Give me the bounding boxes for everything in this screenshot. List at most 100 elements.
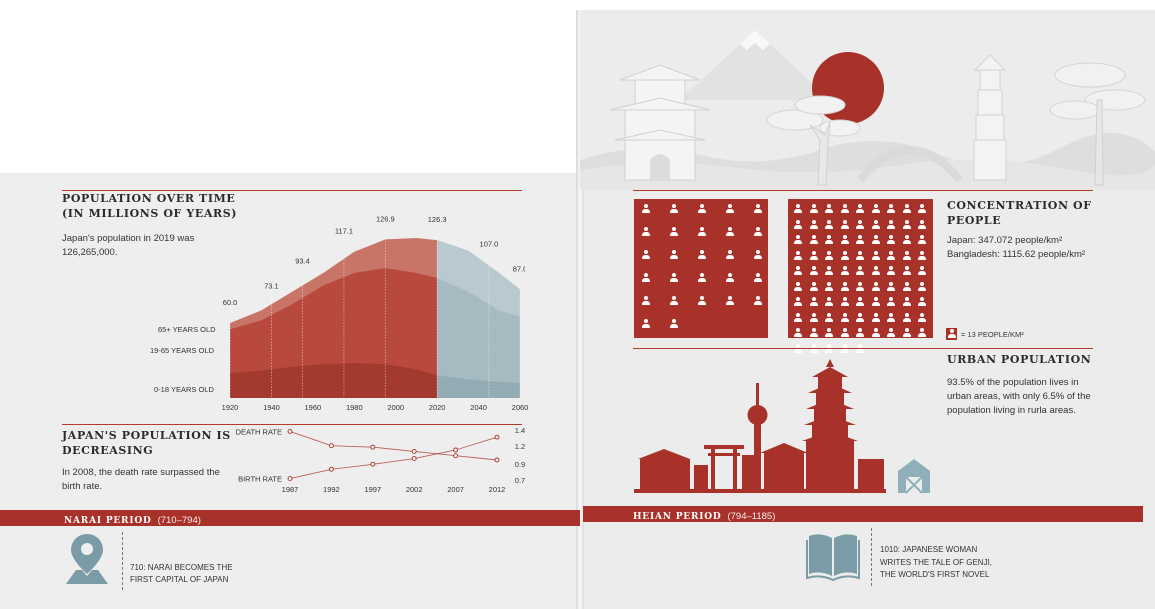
x-tick-label: 1980 xyxy=(346,403,363,412)
x-tick-label: 2060 xyxy=(512,403,529,412)
person-icon xyxy=(840,297,849,307)
x-tick-label: 2020 xyxy=(429,403,446,412)
bangladesh-density-grid xyxy=(788,199,933,353)
person-icon xyxy=(856,312,864,323)
population-top-rule xyxy=(62,190,522,191)
line-birth-rate xyxy=(289,436,498,480)
person-icon xyxy=(840,250,849,261)
annotation-label: 87.0 xyxy=(513,264,525,273)
decreasing-desc-line1: In 2008, the death rate surpassed the xyxy=(62,467,220,478)
decreasing-desc-line2: birth rate. xyxy=(62,481,103,492)
person-icon xyxy=(809,235,818,245)
legend-0-18: 0-18 YEARS OLD xyxy=(154,385,214,394)
person-icon xyxy=(825,250,833,261)
concentration-title-line2: PEOPLE xyxy=(947,214,1002,227)
person-icon xyxy=(840,219,849,230)
person-icon xyxy=(918,204,926,214)
person-icon xyxy=(809,312,818,323)
person-icon xyxy=(642,227,650,237)
person-icon xyxy=(902,219,911,230)
heian-event-line1: 1010: JAPANESE WOMAN xyxy=(880,545,978,554)
rate-x-tick-label: 2012 xyxy=(489,485,506,494)
person-icon xyxy=(856,250,864,261)
person-icon xyxy=(840,281,849,292)
person-icon xyxy=(887,266,895,276)
annotation-label: 126.3 xyxy=(428,215,447,224)
person-icon xyxy=(840,343,849,354)
x-tick-label: 1920 xyxy=(222,403,239,412)
person-icon xyxy=(809,219,818,230)
rate-y-tick-label: 1.2 xyxy=(515,442,525,451)
person-icon xyxy=(698,273,706,283)
rate-x-tick-label: 1992 xyxy=(323,485,340,494)
person-icon xyxy=(887,297,895,307)
narai-period-years: (710–794) xyxy=(157,515,201,526)
rate-point xyxy=(287,428,293,434)
japan-density-text: Japan: 347.072 people/km² xyxy=(947,235,1063,246)
person-icon xyxy=(856,266,864,276)
person-icon xyxy=(754,250,762,260)
rate-y-tick-label: 0.9 xyxy=(515,460,525,469)
person-icon xyxy=(825,281,833,292)
person-icon xyxy=(918,328,926,338)
person-icon xyxy=(825,235,833,245)
person-icon xyxy=(670,227,678,237)
person-icon xyxy=(825,343,833,354)
urban-desc-line1: 93.5% of the population lives in xyxy=(947,377,1079,388)
area-19-65-years-old-proj xyxy=(437,277,520,398)
heian-period-banner: HEIAN PERIOD (794–1185) xyxy=(583,506,1143,522)
person-icon xyxy=(670,296,678,306)
person-icon xyxy=(871,219,880,230)
annotation-label: 126.9 xyxy=(376,215,395,223)
person-icon xyxy=(887,219,895,230)
person-icon xyxy=(670,250,678,260)
person-icon xyxy=(642,296,650,306)
rate-point xyxy=(411,448,417,454)
person-icon xyxy=(794,250,802,261)
person-icon xyxy=(887,250,895,261)
person-icon xyxy=(670,319,678,329)
person-icon xyxy=(794,328,802,338)
person-icon xyxy=(856,204,864,214)
annotation-label: 60.0 xyxy=(223,298,238,307)
decreasing-description: In 2008, the death rate surpassed the bi… xyxy=(62,466,232,494)
heian-event: 1010: JAPANESE WOMAN WRITES THE TALE OF … xyxy=(880,544,992,582)
person-icon xyxy=(840,204,849,214)
person-icon xyxy=(918,312,926,323)
rate-x-tick-label: 1987 xyxy=(282,485,299,494)
heian-period-name: HEIAN PERIOD xyxy=(633,512,722,522)
person-icon xyxy=(809,281,818,292)
rate-point xyxy=(370,444,376,450)
person-icon xyxy=(918,297,926,307)
person-icon xyxy=(726,273,734,283)
person-icon xyxy=(840,328,849,338)
narai-event-line2: FIRST CAPITAL OF JAPAN xyxy=(130,575,229,584)
person-legend-text: = 13 PEOPLE/KM² xyxy=(961,330,1024,339)
person-icon xyxy=(754,227,762,237)
rate-point xyxy=(287,476,293,482)
concentration-title: CONCENTRATION OF PEOPLE xyxy=(947,198,1107,228)
urban-title: URBAN POPULATION xyxy=(947,353,1092,366)
person-icon xyxy=(809,328,818,338)
person-icon xyxy=(726,250,734,260)
person-icon xyxy=(871,266,880,276)
decreasing-title: JAPAN'S POPULATION IS DECREASING xyxy=(62,428,242,458)
x-tick-label: 1940 xyxy=(263,403,280,412)
person-icon xyxy=(794,266,802,276)
papercut-skyline-illustration xyxy=(580,10,1155,190)
barn-icon xyxy=(898,459,930,494)
person-icon xyxy=(918,219,926,230)
rate-point xyxy=(453,453,459,459)
person-icon xyxy=(642,250,650,260)
person-icon xyxy=(825,328,833,338)
person-icon xyxy=(918,266,926,276)
person-icon xyxy=(825,312,833,323)
person-icon xyxy=(871,312,880,323)
person-icon xyxy=(698,227,706,237)
person-icon xyxy=(887,328,895,338)
person-icon xyxy=(902,266,911,276)
population-area-chart: 60.0 73.1 93.4 117.1 126.9 126.3 107.0 87.0 xyxy=(223,215,525,398)
person-icon xyxy=(871,297,880,307)
decreasing-top-rule xyxy=(62,424,522,425)
person-icon xyxy=(856,281,864,292)
